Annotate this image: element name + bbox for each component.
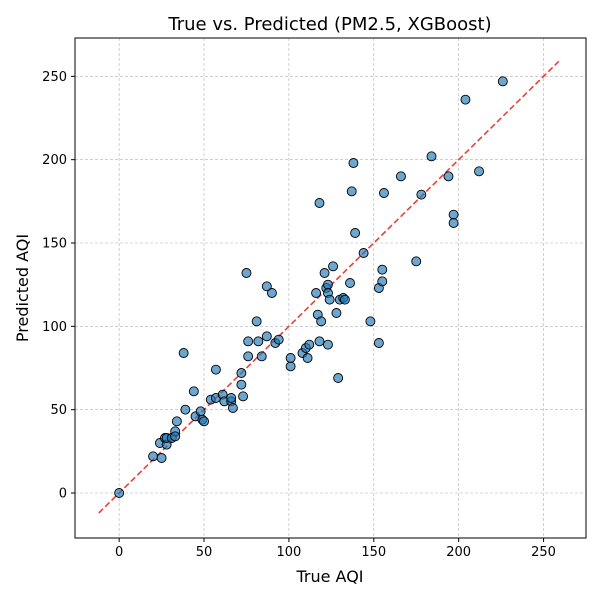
grid xyxy=(75,38,586,538)
data-point xyxy=(345,278,355,288)
x-ticks: 0 50 100 150 200 250 xyxy=(115,538,556,560)
y-tick-label: 100 xyxy=(42,320,67,335)
data-point xyxy=(324,294,335,305)
data-point xyxy=(333,373,344,383)
data-point xyxy=(346,186,357,197)
data-point xyxy=(178,348,189,358)
data-point xyxy=(243,351,254,362)
x-tick-label: 200 xyxy=(446,545,471,560)
chart-title: True vs. Predicted (PM2.5, XGBoost) xyxy=(167,14,491,35)
data-point xyxy=(195,406,206,417)
y-ticks: 0 50 100 150 200 250 xyxy=(42,70,75,502)
x-axis-label: True AQI xyxy=(295,567,363,586)
data-point xyxy=(304,339,315,350)
y-tick-label: 150 xyxy=(42,237,67,252)
x-tick-label: 50 xyxy=(196,545,213,560)
data-point xyxy=(285,361,296,372)
data-point xyxy=(156,453,167,463)
data-point xyxy=(188,386,199,397)
data-point xyxy=(236,368,247,378)
data-point xyxy=(350,228,361,238)
data-point xyxy=(314,336,325,347)
data-point xyxy=(331,308,342,318)
data-point xyxy=(236,379,247,390)
data-point xyxy=(365,316,376,327)
y-tick-label: 250 xyxy=(42,70,67,85)
data-point xyxy=(243,336,254,347)
data-point xyxy=(171,416,182,427)
data-point xyxy=(373,338,384,348)
y-axis-label: Predicted AQI xyxy=(13,234,32,342)
data-point xyxy=(285,353,296,363)
data-point xyxy=(261,281,272,292)
data-point xyxy=(316,316,327,327)
data-point xyxy=(226,393,237,403)
data-point xyxy=(377,276,388,287)
data-point xyxy=(266,288,277,298)
points-layer xyxy=(114,76,508,498)
data-point xyxy=(227,403,238,413)
data-point xyxy=(302,353,313,363)
data-point xyxy=(348,158,359,168)
data-point xyxy=(426,151,437,162)
data-point xyxy=(210,364,221,375)
data-point xyxy=(180,404,191,415)
plot-frame xyxy=(74,37,587,539)
data-point xyxy=(238,391,249,402)
data-point xyxy=(460,94,471,105)
data-point xyxy=(416,189,427,200)
data-point xyxy=(379,188,389,198)
data-point xyxy=(241,268,252,278)
data-point xyxy=(199,416,209,427)
data-point xyxy=(377,264,388,275)
data-point xyxy=(448,209,459,220)
data-point xyxy=(311,288,322,298)
x-tick-label: 100 xyxy=(276,545,301,560)
x-tick-label: 150 xyxy=(361,545,386,560)
y-tick-label: 50 xyxy=(50,403,67,418)
data-point xyxy=(497,76,508,87)
y-tick-label: 0 xyxy=(59,487,67,502)
data-point xyxy=(148,451,159,462)
data-point xyxy=(448,218,459,228)
data-point xyxy=(358,248,369,258)
data-point xyxy=(251,316,262,327)
data-point xyxy=(319,268,330,278)
data-point xyxy=(253,336,264,347)
data-point xyxy=(114,488,125,498)
data-point xyxy=(328,261,338,272)
x-tick-label: 250 xyxy=(531,545,556,560)
x-tick-label: 0 xyxy=(115,545,123,560)
data-point xyxy=(443,171,454,182)
data-point xyxy=(261,331,272,342)
data-point xyxy=(323,339,333,350)
data-point xyxy=(339,294,350,305)
data-point xyxy=(256,351,267,362)
data-point xyxy=(314,198,325,208)
data-point xyxy=(474,166,484,177)
data-point xyxy=(273,334,284,345)
data-point xyxy=(411,256,422,267)
y-tick-label: 200 xyxy=(42,153,67,168)
data-point xyxy=(396,171,406,182)
data-point xyxy=(170,431,181,442)
data-point xyxy=(323,279,333,290)
